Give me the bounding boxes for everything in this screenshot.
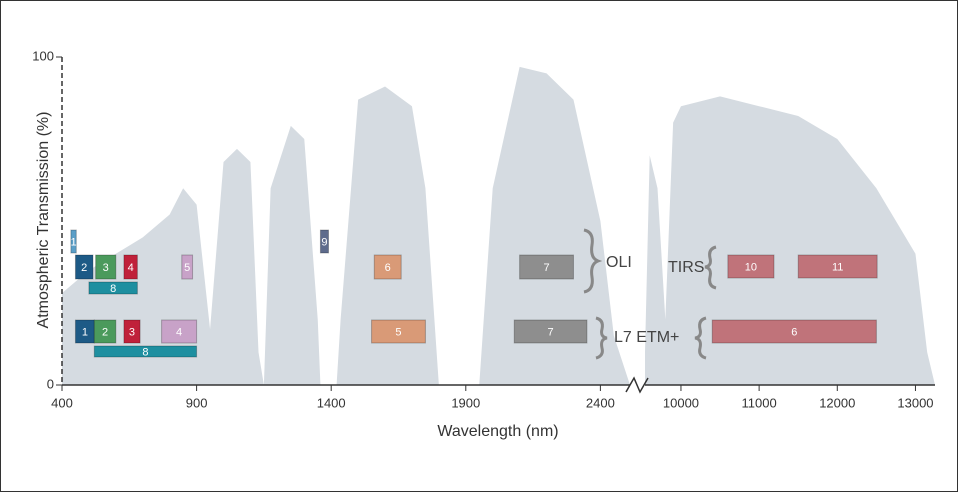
band (70, 229, 77, 254)
instrument-label: L7 ETM+ (614, 329, 679, 346)
band (95, 254, 117, 280)
x-tick-label: 400 (51, 395, 73, 410)
x-tick-label: 13000 (897, 395, 933, 410)
instrument-label: TIRS (668, 259, 704, 276)
band (161, 319, 198, 344)
x-tick-label: 1900 (451, 395, 480, 410)
band (319, 229, 330, 254)
band-label: 11 (832, 261, 843, 273)
band-label: 5 (184, 262, 190, 274)
band (371, 319, 426, 344)
x-tick-label: 12000 (819, 395, 855, 410)
band (519, 254, 574, 280)
band (93, 345, 198, 358)
band (181, 254, 194, 280)
x-tick-label: 11000 (742, 395, 777, 410)
area-layer (62, 66, 935, 386)
band-label: 2 (81, 262, 87, 274)
y-tick-label: 0 (47, 376, 54, 391)
instrument-label: OLI (606, 254, 632, 271)
x-tick-label: 900 (186, 395, 208, 410)
band-label: 7 (543, 262, 549, 274)
transmission-area (62, 66, 630, 385)
axis-layer: 0 100 400 900 1400 1900 2400 10000 11000 12000 130… (32, 48, 935, 410)
band-label: 5 (395, 326, 401, 338)
band-label: 8 (142, 346, 148, 358)
x-tick-label: 10000 (663, 395, 699, 410)
brace (583, 228, 603, 294)
brace (694, 316, 707, 360)
band (513, 319, 588, 344)
band-label: 8 (110, 283, 116, 295)
band-label: 10 (745, 261, 757, 273)
band-label: 1 (82, 326, 88, 338)
band-label: 9 (321, 236, 327, 248)
band-label: 6 (791, 326, 797, 338)
x-axis-title: Wavelength (nm) (437, 423, 558, 440)
brace (595, 316, 608, 360)
axis-break (625, 376, 649, 394)
y-tick-label: 100 (32, 48, 54, 63)
band (93, 319, 117, 344)
band (711, 319, 877, 344)
band (373, 254, 402, 280)
band (123, 319, 141, 344)
band-label: 6 (385, 262, 391, 274)
band (88, 281, 138, 295)
brace (704, 245, 717, 290)
band-label: 3 (103, 262, 109, 274)
band-label: 1 (71, 236, 77, 248)
band-label: 4 (176, 326, 182, 338)
band-label: 3 (129, 326, 135, 338)
band-label: 7 (548, 326, 554, 338)
band (727, 254, 775, 279)
band-label: 4 (128, 262, 134, 274)
transmission-area (645, 96, 935, 386)
band (123, 254, 138, 280)
x-tick-label: 1400 (317, 395, 346, 410)
band (74, 254, 94, 280)
band (797, 254, 878, 279)
band-label: 2 (102, 326, 108, 338)
x-tick-label: 2400 (586, 395, 615, 410)
y-axis-title: Atmospheric Transmission (%) (35, 112, 52, 329)
